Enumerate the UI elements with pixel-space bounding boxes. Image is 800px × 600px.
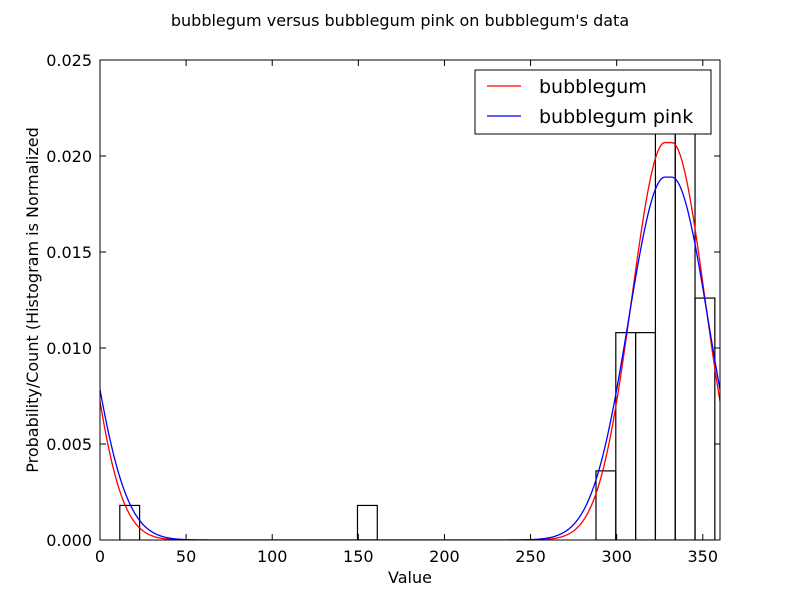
legend-box — [474, 69, 712, 135]
axes-ticks: 0 50 100 150 200 250 300 350 0.000 0.005 0.010 0.01… — [46, 51, 720, 566]
histogram-bar — [595, 470, 617, 540]
y-tick-label: 0.020 — [46, 147, 92, 166]
series-line — [100, 141, 720, 540]
legend-label: bubblegum — [539, 76, 647, 98]
histogram-bar — [615, 332, 637, 540]
histogram-bar — [119, 504, 141, 540]
legend: bubblegum bubblegum pink — [474, 69, 712, 135]
x-tick-label: 350 — [688, 547, 719, 566]
plot-area — [100, 88, 720, 540]
x-tick-label: 100 — [257, 547, 288, 566]
histogram-bar — [356, 504, 378, 540]
x-axis-label: Value — [388, 568, 432, 587]
x-tick-label: 0 — [95, 547, 105, 566]
y-tick-label: 0.025 — [46, 51, 92, 70]
x-tick-label: 300 — [601, 547, 632, 566]
y-tick-label: 0.000 — [46, 531, 92, 550]
x-tick-label: 50 — [176, 547, 196, 566]
x-tick-label: 150 — [343, 547, 374, 566]
x-tick-label: 250 — [515, 547, 546, 566]
histogram-bar — [654, 88, 676, 540]
histogram-bar — [694, 297, 716, 540]
y-tick-label: 0.015 — [46, 243, 92, 262]
histogram-bar — [674, 88, 696, 540]
y-axis-label: Probability/Count (Histogram is Normaliz… — [23, 127, 42, 473]
y-tick-label: 0.005 — [46, 435, 92, 454]
y-tick-label: 0.010 — [46, 339, 92, 358]
histogram-bar — [635, 332, 657, 540]
legend-label: bubblegum pink — [539, 106, 693, 128]
plot-frame — [99, 59, 721, 541]
series-line — [100, 176, 720, 540]
x-tick-label: 200 — [429, 547, 460, 566]
chart-title: bubblegum versus bubblegum pink on bubbl… — [171, 11, 629, 30]
